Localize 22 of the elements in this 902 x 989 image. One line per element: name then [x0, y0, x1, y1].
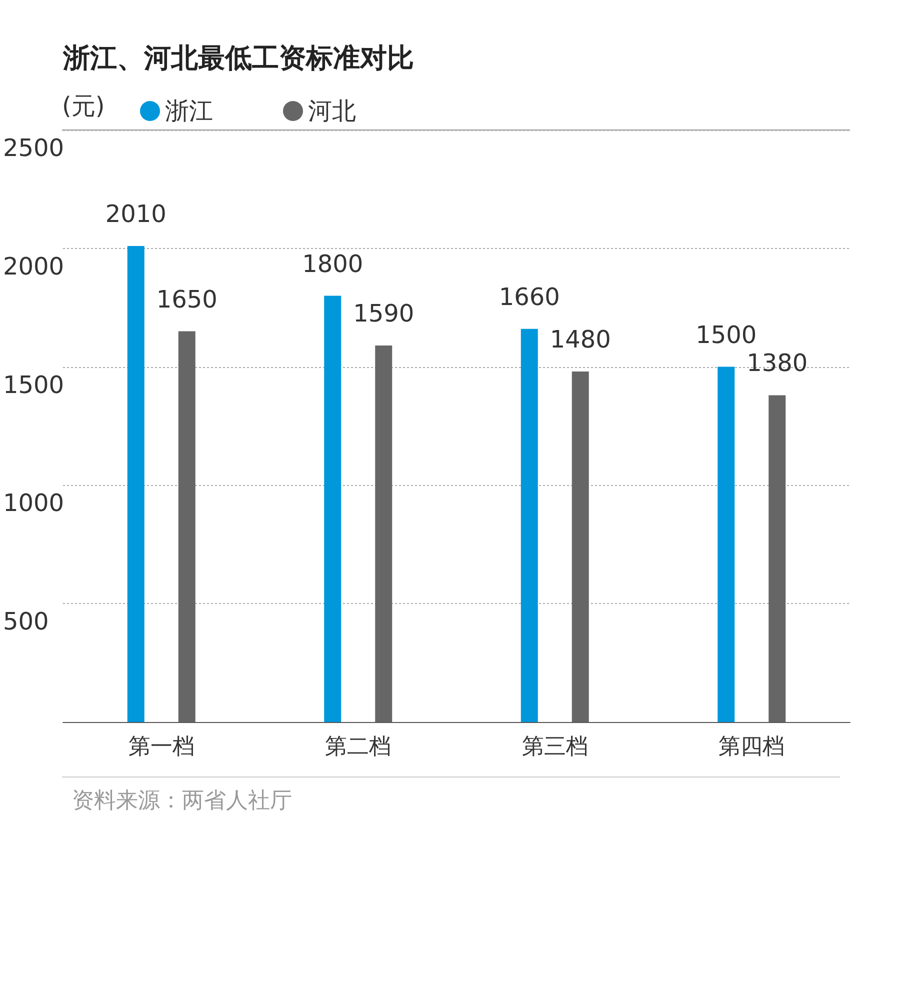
y-tick-label: 2500	[3, 134, 64, 162]
data-label: 1480	[550, 326, 611, 354]
y-tick-label: 1000	[3, 489, 64, 518]
legend-label: 河北	[308, 97, 356, 125]
data-label: 1590	[353, 299, 414, 328]
y-tick-label: 2000	[3, 252, 64, 280]
text: 资料来源：两省人社厅	[72, 788, 292, 814]
data-label: 1650	[156, 285, 218, 314]
x-tick-label: 第四档	[718, 734, 785, 760]
chart-title: 浙江、河北最低工资标准对比	[62, 43, 414, 74]
y-tick-label: 500	[3, 608, 49, 636]
data-label: 1800	[302, 250, 364, 278]
data-label: 1500	[696, 320, 757, 349]
y-tick-label: 1500	[3, 370, 64, 399]
x-tick-label: 第一档	[128, 734, 194, 760]
data-label: 1660	[498, 282, 560, 311]
y-axis-title: (元)	[62, 92, 105, 120]
data-label: 2010	[105, 200, 166, 228]
x-tick-label: 第三档	[522, 734, 588, 760]
legend-label: 浙江	[165, 97, 213, 125]
x-tick-label: 第二档	[325, 734, 392, 760]
data-label: 1380	[746, 349, 808, 378]
